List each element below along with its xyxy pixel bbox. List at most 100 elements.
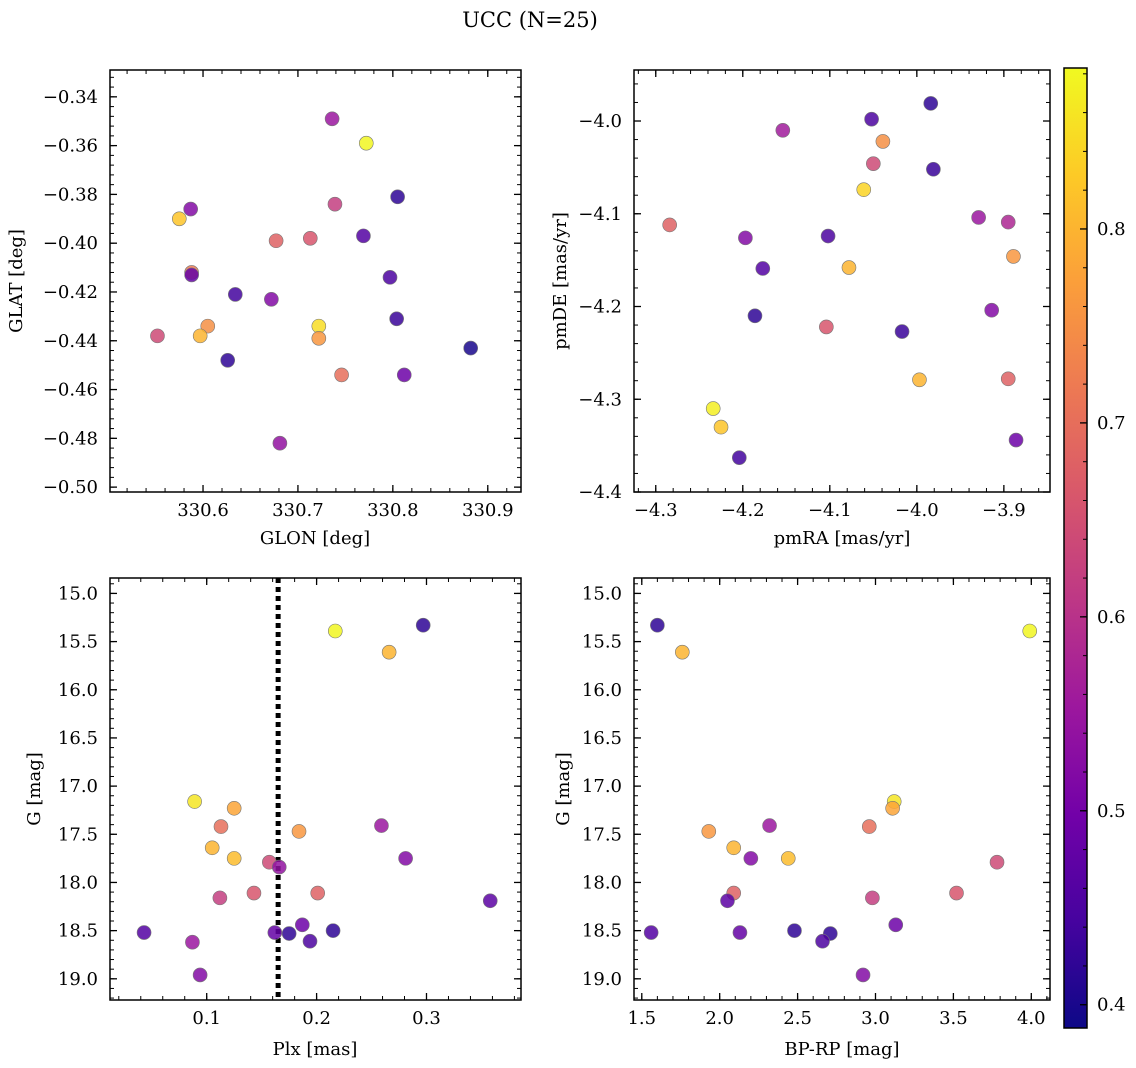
scatter-point <box>1008 432 1024 448</box>
x-tick-label: 330.7 <box>272 500 324 521</box>
y-tick-label: 15.5 <box>58 632 98 653</box>
x-axis-label: pmRA [mas/yr] <box>774 528 911 549</box>
x-tick-label: −4.2 <box>721 500 765 521</box>
x-tick-label: 2.0 <box>705 1008 734 1029</box>
plot-area <box>633 577 1051 1001</box>
x-tick-label: 330.9 <box>462 500 514 521</box>
scatter-point <box>264 291 279 307</box>
scatter-point <box>662 217 677 233</box>
y-tick-label: −0.46 <box>43 380 98 401</box>
scatter-point <box>390 189 405 205</box>
scatter-point <box>747 308 763 324</box>
scatter-point <box>720 893 735 909</box>
plot-area <box>109 577 522 1001</box>
scatter-point <box>171 211 187 227</box>
scatter-point <box>302 231 318 246</box>
y-tick-label: 18.0 <box>58 872 98 893</box>
scatter-point <box>291 824 307 839</box>
scatter-point <box>227 287 243 302</box>
scatter-point <box>732 450 747 465</box>
x-tick-label: 3.5 <box>939 1008 968 1029</box>
scatter-point <box>841 260 857 275</box>
scatter-point <box>820 228 836 244</box>
y-tick-label: 16.0 <box>58 680 98 701</box>
scatter-point <box>912 372 927 388</box>
scatter-point <box>381 644 397 660</box>
y-axis-label: G [mag] <box>553 752 574 825</box>
y-tick-label: 17.5 <box>58 824 98 845</box>
scatter-point <box>183 201 198 217</box>
y-tick-label: −0.36 <box>43 136 98 157</box>
y-tick-label: −0.50 <box>43 477 98 498</box>
x-tick-label: −3.9 <box>982 500 1026 521</box>
scatter-point <box>295 917 310 933</box>
scatter-point <box>701 824 717 839</box>
scatter-point <box>738 230 753 246</box>
colorbar-gradient <box>1063 67 1088 1029</box>
x-tick-label: 330.8 <box>367 500 419 521</box>
scatter-point <box>267 925 283 940</box>
scatter-point <box>192 328 208 344</box>
x-tick-label: 330.6 <box>177 500 229 521</box>
scatter-point <box>855 967 871 983</box>
scatter-point <box>989 854 1005 870</box>
scatter-point <box>213 819 229 834</box>
axis-ticks: 0.1 0.2 0.3 15.0 15.5 16.0 16.5 17.0 17.5 18.0 18.… <box>58 578 521 1029</box>
scatter-point <box>187 794 202 809</box>
y-axis-label: GLAT [deg] <box>6 229 27 333</box>
scatter-point <box>762 818 777 833</box>
y-tick-label: −0.44 <box>43 331 98 352</box>
colorbar-tick-label: 0.4 <box>1097 995 1126 1016</box>
panel-pmra-pmde: −4.3 −4.2 −4.1 −4.0 −3.9 −4.4 −4.3 −4.2 −4.1 −4.0… <box>550 69 1051 549</box>
scatter-point <box>971 210 986 225</box>
scatter-point <box>875 134 891 149</box>
x-axis-label: GLON [deg] <box>260 528 370 549</box>
y-tick-label: 18.0 <box>582 872 622 893</box>
scatter-point <box>926 161 941 177</box>
scatter-point <box>415 617 431 633</box>
y-tick-label: 16.5 <box>582 728 622 749</box>
scatter-point <box>212 890 228 906</box>
scatter-point <box>220 352 235 368</box>
scatter-point <box>949 885 964 901</box>
scatter-point <box>272 435 288 451</box>
y-tick-label: 16.5 <box>58 728 98 749</box>
scatter-point <box>482 893 498 909</box>
scatter-point <box>755 261 771 276</box>
y-tick-label: −0.42 <box>43 282 98 303</box>
x-tick-label: 0.3 <box>412 1008 441 1029</box>
scatter-point <box>389 311 404 327</box>
scatter-point <box>334 367 349 383</box>
scatter-point <box>192 967 208 983</box>
scatter-point <box>775 122 791 138</box>
y-tick-label: 15.5 <box>582 632 622 653</box>
x-tick-label: −4.0 <box>895 500 939 521</box>
scatter-point <box>396 367 412 383</box>
scatter-point <box>271 859 287 875</box>
scatter-point <box>327 196 343 212</box>
scatter-point <box>204 840 220 856</box>
y-tick-label: 17.0 <box>58 776 98 797</box>
scatter-points <box>662 96 1024 465</box>
y-tick-label: 16.0 <box>582 680 622 701</box>
scatter-point <box>184 267 199 283</box>
scatter-point <box>894 324 910 339</box>
axis-ticks: −4.3 −4.2 −4.1 −4.0 −3.9 −4.4 −4.3 −4.2 −4.1 −4.0 <box>578 70 1050 521</box>
plot-area <box>633 69 1051 493</box>
colorbar-tick-label: 0.7 <box>1097 413 1126 434</box>
scatter-point <box>324 111 340 127</box>
y-tick-label: 18.5 <box>58 921 98 942</box>
scatter-point <box>815 933 830 949</box>
scatter-point <box>650 617 665 633</box>
scatter-point <box>356 228 371 244</box>
y-tick-label: 15.0 <box>582 583 622 604</box>
y-tick-label: 19.0 <box>582 969 622 990</box>
scatter-point <box>674 644 690 660</box>
scatter-point <box>1022 623 1038 639</box>
scatter-point <box>398 851 413 866</box>
x-tick-label: −4.3 <box>634 500 678 521</box>
x-tick-label: 0.1 <box>192 1008 221 1029</box>
scatter-point <box>732 925 748 940</box>
scatter-point <box>923 96 939 111</box>
